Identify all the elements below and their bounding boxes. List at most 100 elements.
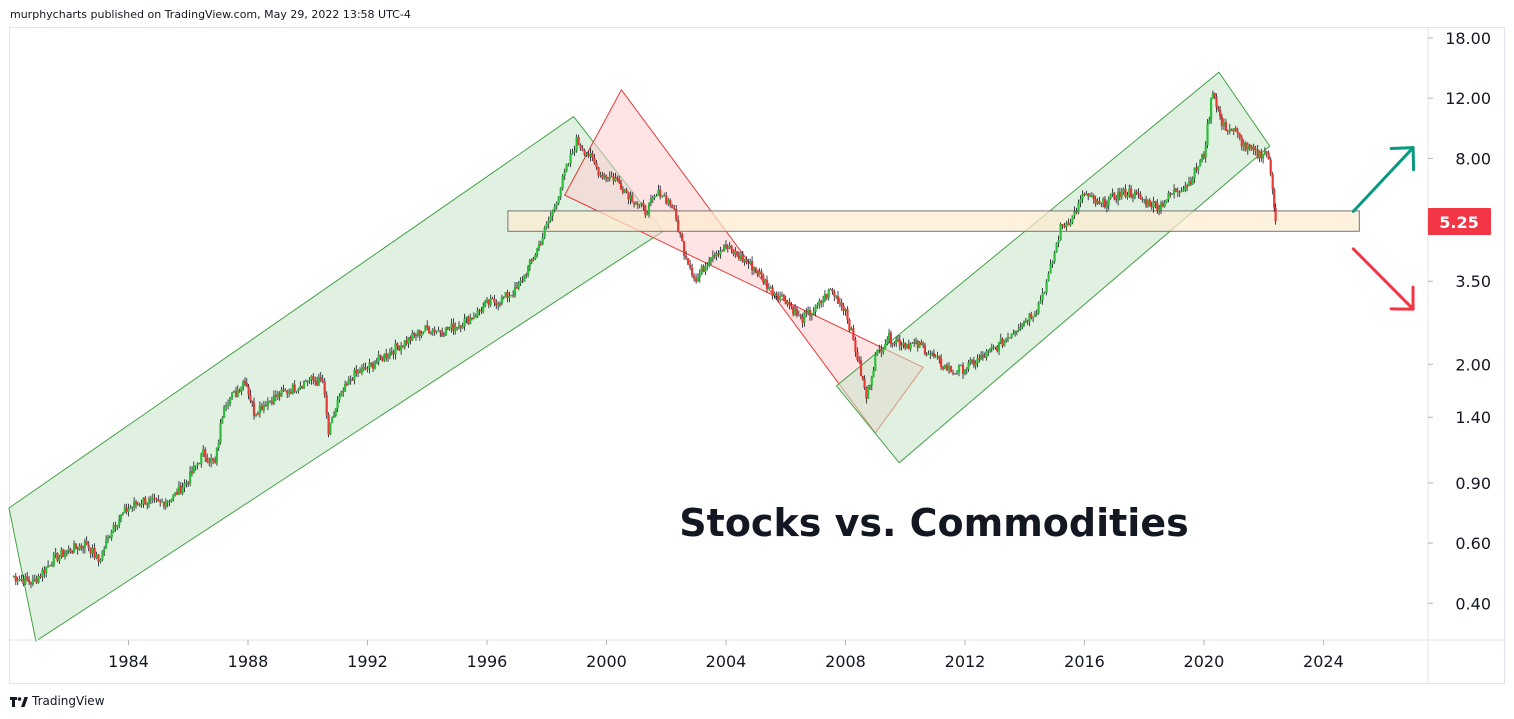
arrow-down[interactable] — [1351, 247, 1415, 311]
candle — [136, 501, 139, 506]
support-zone-layer — [507, 210, 1360, 232]
candle — [420, 331, 423, 339]
candle — [647, 202, 651, 218]
candle — [208, 457, 211, 467]
candle — [597, 166, 600, 178]
candle — [797, 310, 800, 317]
candle — [236, 385, 239, 398]
candle — [74, 543, 77, 550]
candle — [446, 326, 449, 331]
candle — [185, 479, 188, 488]
candle — [992, 344, 995, 351]
candle — [85, 536, 88, 546]
candle — [1220, 113, 1223, 131]
price-axis[interactable]: 18.00 12.00 8.00 3.50 2.00 1.40 0.90 0.60 0.40 — [1428, 29, 1491, 613]
arrow-up[interactable] — [1351, 146, 1416, 213]
candle — [1165, 199, 1168, 204]
candle — [836, 291, 840, 304]
candle — [599, 171, 602, 178]
candle — [29, 581, 33, 589]
candle — [528, 258, 531, 272]
candle — [1246, 142, 1249, 155]
candle — [878, 344, 881, 354]
candle — [976, 354, 979, 368]
candle — [212, 457, 215, 465]
candle — [258, 401, 261, 418]
candle — [945, 362, 949, 372]
candle — [1035, 309, 1038, 317]
candle — [1199, 159, 1202, 167]
candle — [91, 544, 94, 558]
candle — [747, 258, 750, 269]
candle — [1051, 260, 1054, 268]
candle — [45, 566, 48, 578]
candle — [101, 550, 104, 562]
time-axis[interactable]: 1984 1988 1992 1996 2000 2004 2008 2012 2016 2020… — [108, 640, 1344, 671]
candle — [1105, 200, 1108, 213]
candle — [794, 304, 797, 316]
candle — [888, 328, 891, 344]
candle — [1143, 198, 1146, 204]
candle — [621, 186, 624, 195]
candle — [360, 364, 363, 376]
channels-layer — [8, 71, 1271, 642]
candle — [133, 497, 136, 511]
candle — [121, 511, 124, 516]
candle — [67, 545, 70, 554]
candle — [865, 386, 868, 404]
candle — [291, 383, 294, 395]
candle — [704, 262, 707, 275]
candle — [508, 291, 511, 303]
candle — [1081, 190, 1084, 204]
candle — [116, 524, 119, 530]
candle — [1206, 119, 1209, 149]
tradingview-brand[interactable]: TradingView — [10, 694, 105, 708]
candle — [504, 292, 507, 298]
candle — [1071, 215, 1074, 225]
candle — [422, 331, 425, 335]
candle — [1204, 141, 1207, 163]
candle — [63, 549, 67, 560]
candle — [1010, 333, 1013, 339]
candle — [247, 384, 250, 400]
support-zone[interactable] — [507, 210, 1360, 232]
candle — [591, 150, 594, 161]
candle — [951, 369, 955, 376]
candle — [782, 294, 785, 301]
candle — [357, 368, 360, 378]
candle — [844, 308, 847, 316]
candle — [331, 416, 334, 424]
candle — [1219, 106, 1222, 120]
candle — [827, 288, 830, 301]
candle — [593, 154, 596, 165]
candle — [487, 299, 490, 309]
candle — [162, 501, 166, 510]
candle — [575, 134, 578, 153]
candle — [1187, 176, 1191, 187]
candle — [967, 359, 970, 372]
candle — [831, 287, 834, 295]
candle — [1005, 337, 1008, 343]
candle — [661, 195, 664, 198]
candle — [69, 547, 72, 554]
candle — [1191, 176, 1194, 185]
candle — [1113, 191, 1116, 201]
candle — [388, 348, 391, 360]
candle — [681, 232, 684, 242]
candle — [366, 366, 369, 373]
candle — [264, 401, 267, 407]
trend-channel-3[interactable] — [835, 71, 1271, 464]
candle — [965, 367, 968, 375]
candle — [929, 350, 932, 360]
candle — [295, 390, 298, 394]
candle — [1230, 128, 1233, 132]
candle — [673, 205, 676, 211]
candle — [623, 188, 626, 194]
candle — [134, 499, 138, 509]
candle — [689, 259, 692, 271]
candle — [118, 514, 121, 529]
candle — [249, 389, 252, 404]
candle — [880, 344, 883, 358]
candle — [347, 376, 350, 386]
